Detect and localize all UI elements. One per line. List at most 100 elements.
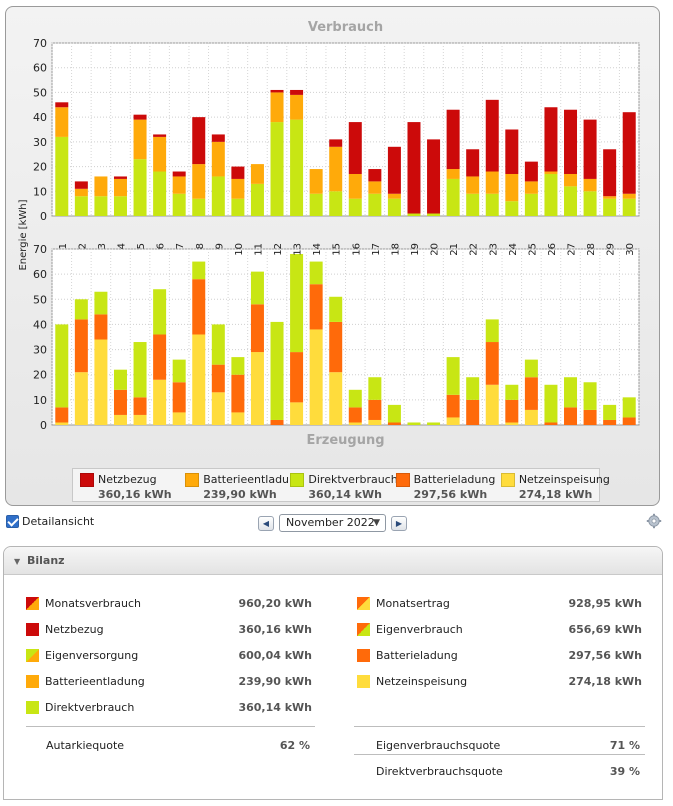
legend-item-netzbezug[interactable]: Netzbezug 360,16 kWh xyxy=(73,469,178,501)
x-tick-label: 17 xyxy=(371,243,382,256)
chevron-right-icon: ▶ xyxy=(395,519,403,528)
chart-title: Verbrauch xyxy=(308,20,383,35)
bar-batterieentladung-9 xyxy=(211,141,225,177)
bar-batterieladung-23 xyxy=(485,342,499,385)
chart-title: Erzeugung xyxy=(306,433,384,448)
bar-netzbezug-1 xyxy=(55,102,69,108)
bar-netzeinspeisung-24 xyxy=(505,422,519,425)
gear-icon[interactable] xyxy=(646,513,662,529)
red-square-icon xyxy=(26,623,39,636)
bar-batterieentladung-10 xyxy=(231,178,245,199)
bar-direktverbrauch-11 xyxy=(250,271,264,305)
bar-netzeinspeisung-21 xyxy=(446,417,460,425)
bar-direktverbrauch-12 xyxy=(270,122,284,216)
bar-batterieladung-18 xyxy=(387,422,401,425)
balance-row-batterieladung: Batterieladung 297,56 kWh xyxy=(357,647,642,665)
bar-batterieladung-14 xyxy=(309,284,323,330)
detail-view-toggle[interactable]: Detailansicht xyxy=(6,515,94,528)
bar-batterieentladung-26 xyxy=(544,171,558,174)
bar-batterieentladung-29 xyxy=(603,196,617,199)
bar-batterieladung-2 xyxy=(74,319,88,373)
bar-netzbezug-23 xyxy=(485,99,499,172)
bar-batterieentladung-5 xyxy=(133,119,147,160)
bar-direktverbrauch-9 xyxy=(211,324,225,365)
bar-direktverbrauch-28 xyxy=(583,382,597,410)
orange-square-icon xyxy=(26,675,39,688)
bar-direktverbrauch-13 xyxy=(290,254,304,353)
bar-batterieladung-8 xyxy=(192,279,206,335)
bar-direktverbrauch-24 xyxy=(505,201,519,216)
next-month-button[interactable]: ▶ xyxy=(391,516,407,531)
legend-item-batterieladung[interactable]: Batterieladung 297,56 kWh xyxy=(389,469,496,501)
y-tick-label: 70 xyxy=(33,37,47,50)
bar-batterieladung-22 xyxy=(466,399,480,425)
x-tick-label: 7 xyxy=(175,243,186,249)
bar-direktverbrauch-26 xyxy=(544,173,558,216)
x-tick-label: 24 xyxy=(508,243,519,256)
legend-item-batterieentladung[interactable]: Batterieentladung 239,90 kWh xyxy=(178,469,303,501)
x-tick-label: 4 xyxy=(116,243,127,249)
balance-panel: ▼ Bilanz Monatsverbrauch 960,20 kWh Netz… xyxy=(3,546,663,800)
bar-direktverbrauch-15 xyxy=(329,191,343,216)
bar-netzeinspeisung-2 xyxy=(74,372,88,425)
legend-item-netzeinspeisung[interactable]: Netzeinspeisung 274,18 kWh xyxy=(494,469,610,501)
balance-header[interactable]: ▼ Bilanz xyxy=(4,547,662,575)
bar-batterieladung-15 xyxy=(329,321,343,373)
bar-netzeinspeisung-10 xyxy=(231,412,245,425)
bar-netzbezug-26 xyxy=(544,107,558,172)
bar-batterieentladung-30 xyxy=(622,193,636,199)
balance-label: Direktverbrauch xyxy=(45,701,135,714)
month-select-value: November 2022 xyxy=(286,516,375,529)
bar-netzbezug-28 xyxy=(583,119,597,179)
x-tick-label: 21 xyxy=(449,243,460,256)
bar-netzbezug-29 xyxy=(603,149,617,197)
bar-direktverbrauch-27 xyxy=(564,377,578,408)
legend-value-batterieentladung: 239,90 kWh xyxy=(203,488,277,501)
bar-batterieentladung-14 xyxy=(309,169,323,194)
bar-netzeinspeisung-7 xyxy=(172,412,186,425)
month-select[interactable]: November 2022 ▼ xyxy=(279,514,386,532)
balance-label: Eigenversorgung xyxy=(45,649,139,662)
legend-label-netzeinspeisung: Netzeinspeisung xyxy=(518,473,610,486)
bar-batterieentladung-16 xyxy=(348,173,362,199)
x-tick-label: 5 xyxy=(136,243,147,249)
legend-label-direktverbrauch: Direktverbrauch xyxy=(308,473,398,486)
legend-swatch-netzeinspeisung xyxy=(500,473,515,487)
balance-title: Bilanz xyxy=(27,554,65,567)
split-orange-lime-icon xyxy=(357,623,370,636)
bar-batterieentladung-28 xyxy=(583,178,597,192)
prev-month-button[interactable]: ◀ xyxy=(258,516,274,531)
detail-view-checkbox[interactable] xyxy=(6,515,19,528)
balance-label: Monatsverbrauch xyxy=(45,597,142,610)
y-tick-label: 30 xyxy=(33,136,47,149)
y-tick-label: 40 xyxy=(33,111,47,124)
legend-item-direktverbrauch[interactable]: Direktverbrauch 360,14 kWh xyxy=(283,469,398,501)
bar-batterieladung-10 xyxy=(231,374,245,413)
bar-direktverbrauch-25 xyxy=(524,359,538,378)
split-orange-yellow-icon xyxy=(357,597,370,610)
yellow-square-icon xyxy=(357,675,370,688)
bar-batterieentladung-3 xyxy=(94,176,108,197)
balance-label: Netzeinspeisung xyxy=(376,675,468,688)
bar-batterieentladung-6 xyxy=(153,136,167,172)
balance-value: 656,69 kWh xyxy=(568,623,642,636)
legend-label-batterieladung: Batterieladung xyxy=(413,473,496,486)
legend-swatch-direktverbrauch xyxy=(290,473,305,487)
y-tick-label: 20 xyxy=(33,369,47,382)
x-tick-label: 27 xyxy=(567,243,578,256)
bar-direktverbrauch-20 xyxy=(427,213,441,216)
bar-direktverbrauch-7 xyxy=(172,359,186,383)
bar-direktverbrauch-2 xyxy=(74,196,88,216)
x-tick-label: 2 xyxy=(77,243,88,249)
bar-netzbezug-24 xyxy=(505,129,519,174)
bar-direktverbrauch-23 xyxy=(485,193,499,216)
bar-batterieentladung-4 xyxy=(113,178,127,197)
bar-netzeinspeisung-15 xyxy=(329,372,343,425)
bar-direktverbrauch-6 xyxy=(153,171,167,216)
bar-batterieladung-5 xyxy=(133,397,147,415)
bar-netzeinspeisung-8 xyxy=(192,334,206,425)
y-tick-label: 30 xyxy=(33,344,47,357)
autarkie-value: 62 % xyxy=(279,739,310,752)
bar-batterieentladung-23 xyxy=(485,171,499,194)
balance-value: 297,56 kWh xyxy=(568,649,642,662)
